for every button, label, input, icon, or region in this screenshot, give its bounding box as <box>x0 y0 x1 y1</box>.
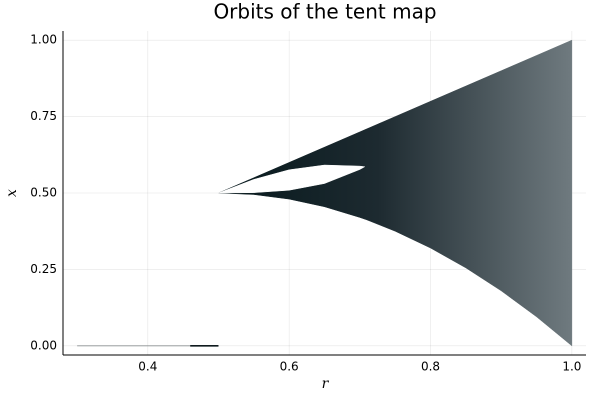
y-tick-label: 1.00 <box>30 33 57 47</box>
y-tick-label: 0.75 <box>30 109 57 123</box>
x-tick-label: 1.0 <box>562 360 581 374</box>
y-tick-label: 0.00 <box>30 338 57 352</box>
y-tick-label: 0.25 <box>30 262 57 276</box>
y-axis-label: x <box>4 189 20 197</box>
y-tick-label: 0.50 <box>30 186 57 200</box>
x-tick-label: 0.4 <box>138 360 157 374</box>
x-axis-label: r <box>322 376 330 392</box>
chart-title: Orbits of the tent map <box>213 0 436 24</box>
orbit-band <box>218 39 573 347</box>
x-tick-label: 0.6 <box>280 360 299 374</box>
x-tick-label: 0.8 <box>421 360 440 374</box>
orbit-gap <box>218 164 366 194</box>
